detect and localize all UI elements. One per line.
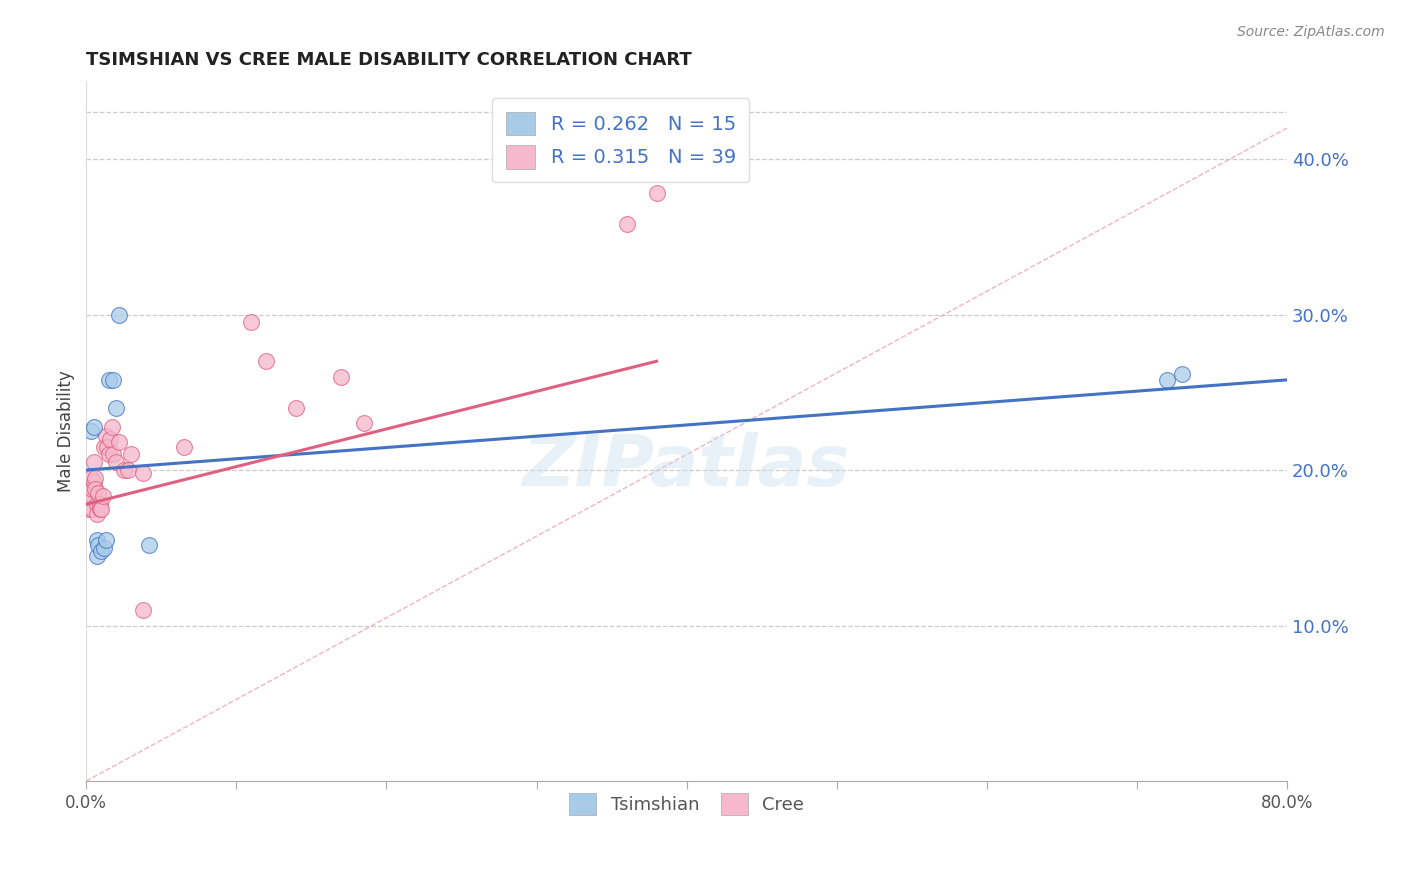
Point: [87, 538, 110, 552]
Point: [79, 502, 101, 516]
Legend: Tsimshian, Cree: Tsimshian, Cree: [560, 784, 813, 824]
Point: [97, 448, 120, 462]
Point: [108, 308, 131, 322]
Point: [616, 218, 638, 232]
Point: [89, 497, 111, 511]
Point: [173, 440, 195, 454]
Point: [98, 432, 121, 446]
Point: [120, 448, 142, 462]
Point: [94, 429, 117, 443]
Point: [645, 186, 668, 201]
Point: [132, 466, 155, 480]
Point: [83, 455, 105, 469]
Point: [89, 502, 111, 516]
Text: TSIMSHIAN VS CREE MALE DISABILITY CORRELATION CHART: TSIMSHIAN VS CREE MALE DISABILITY CORREL…: [86, 51, 692, 69]
Point: [82, 502, 104, 516]
Point: [108, 435, 131, 450]
Point: [90, 544, 112, 558]
Point: [82, 482, 104, 496]
Point: [83, 475, 105, 490]
Point: [96, 440, 118, 454]
Y-axis label: Male Disability: Male Disability: [58, 370, 75, 492]
Point: [94, 533, 117, 547]
Point: [90, 502, 112, 516]
Point: [86, 549, 108, 563]
Point: [80, 471, 103, 485]
Point: [254, 354, 277, 368]
Point: [101, 419, 124, 434]
Point: [103, 448, 125, 462]
Point: [353, 417, 375, 431]
Point: [285, 401, 308, 415]
Point: [138, 538, 160, 552]
Point: [93, 440, 115, 454]
Point: [91, 490, 114, 504]
Text: ZIPatlas: ZIPatlas: [523, 432, 851, 500]
Point: [330, 369, 353, 384]
Point: [103, 373, 125, 387]
Point: [83, 419, 105, 434]
Point: [105, 401, 128, 415]
Point: [87, 486, 110, 500]
Point: [1156, 373, 1178, 387]
Point: [86, 507, 108, 521]
Point: [79, 486, 101, 500]
Point: [1171, 367, 1194, 381]
Point: [84, 471, 107, 485]
Point: [112, 463, 135, 477]
Point: [84, 482, 107, 496]
Point: [117, 463, 139, 477]
Point: [80, 424, 103, 438]
Point: [86, 497, 108, 511]
Point: [86, 533, 108, 547]
Text: Source: ZipAtlas.com: Source: ZipAtlas.com: [1237, 25, 1385, 39]
Point: [105, 455, 128, 469]
Point: [240, 315, 263, 329]
Point: [80, 491, 103, 505]
Point: [97, 373, 120, 387]
Point: [93, 541, 115, 555]
Point: [132, 603, 155, 617]
